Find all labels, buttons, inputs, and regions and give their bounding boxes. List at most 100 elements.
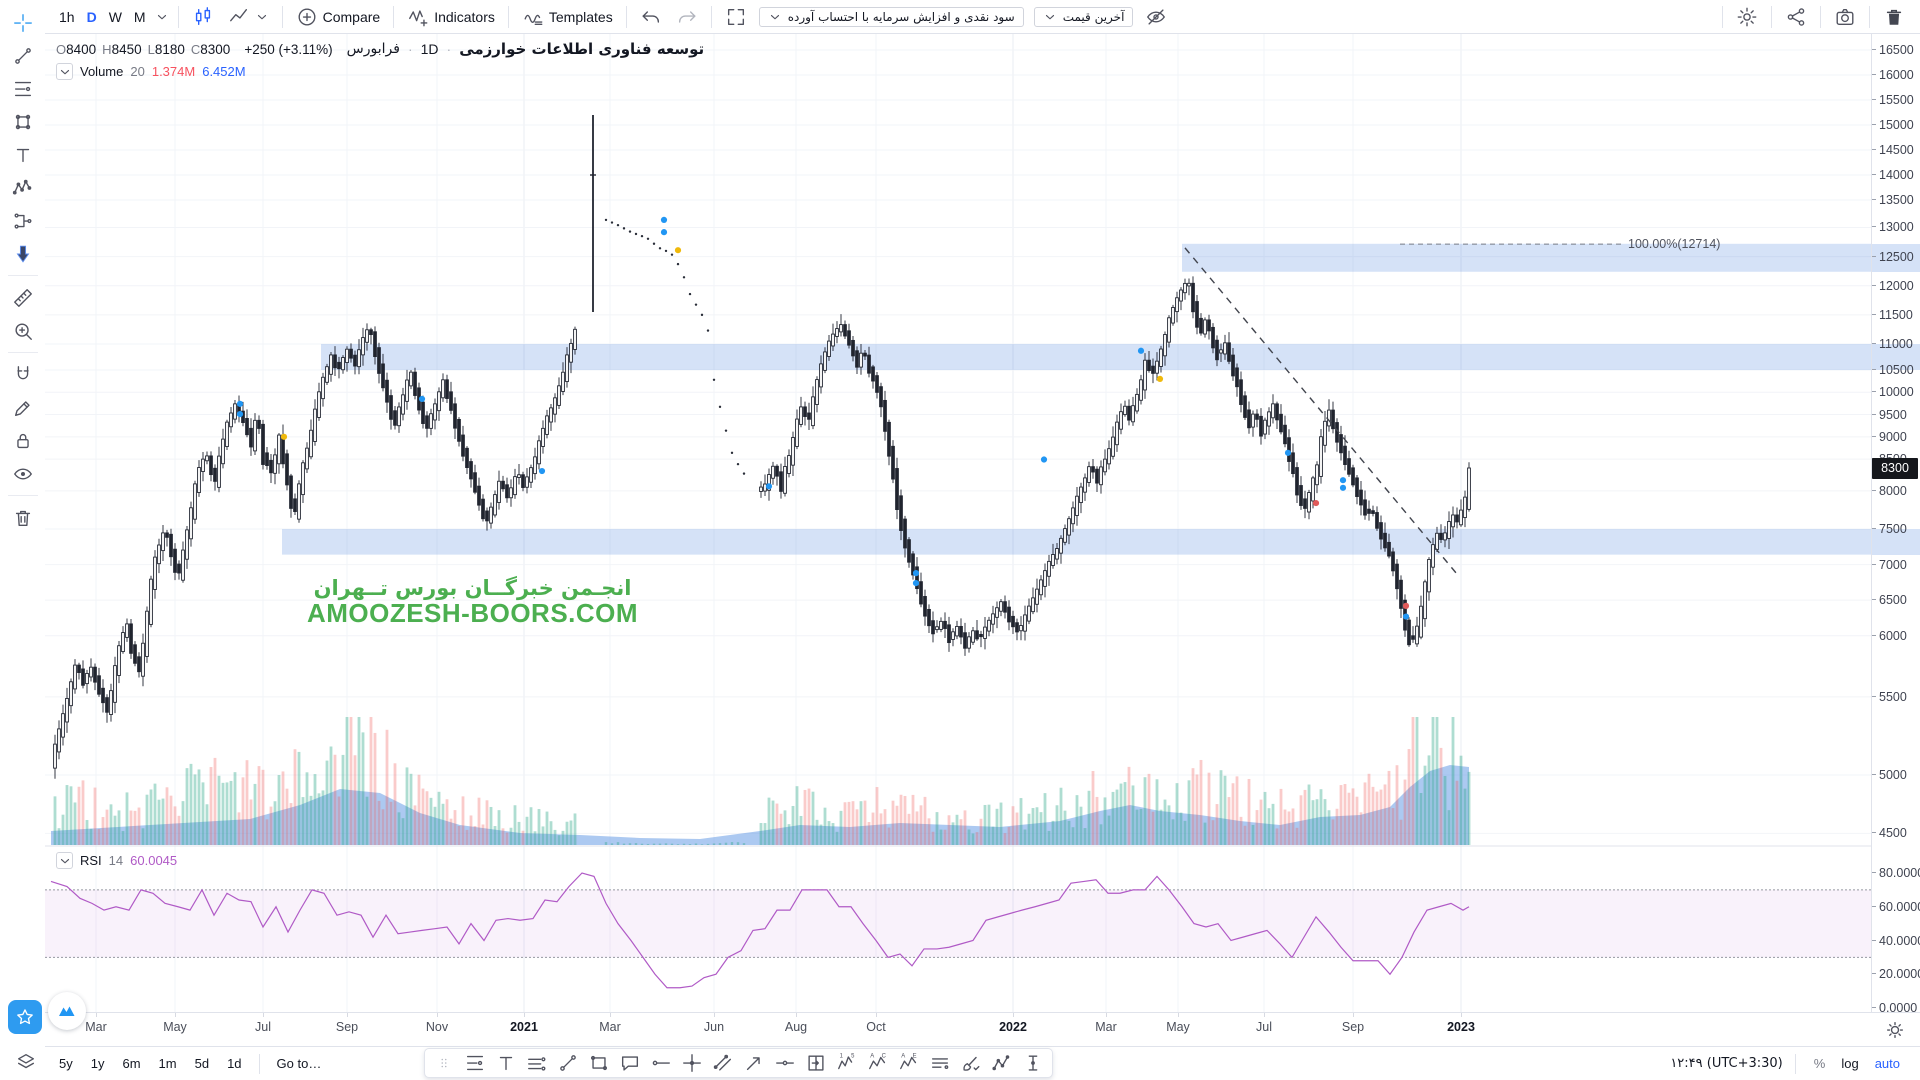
time-tick-label-Sep[interactable]: Sep — [1341, 1020, 1365, 1034]
drawing-tool-brush[interactable] — [956, 1050, 986, 1076]
sidebar-tool-text[interactable] — [5, 138, 41, 171]
volume-collapse-button[interactable] — [56, 63, 73, 80]
drawing-tool-text[interactable] — [491, 1050, 521, 1076]
time-tick-label-2022[interactable]: 2022 — [999, 1020, 1027, 1034]
volume-bar — [249, 799, 253, 845]
time-tick-label-May[interactable]: May — [1166, 1020, 1190, 1034]
chart-style-candles-button[interactable] — [185, 3, 221, 31]
time-tick-label-Sep[interactable]: Sep — [335, 1020, 359, 1034]
drawing-tool-rectangle[interactable] — [584, 1050, 614, 1076]
sidebar-tool-ruler[interactable] — [5, 281, 41, 314]
range-button-5y[interactable]: 5y — [59, 1056, 73, 1071]
rsi-legend[interactable]: RSI 14 60.0045 — [56, 852, 177, 869]
timeframe-button-W[interactable]: W — [108, 8, 122, 25]
time-tick-label-Nov[interactable]: Nov — [425, 1020, 449, 1034]
drawing-tool-fib-retracement[interactable] — [460, 1050, 490, 1076]
sidebar-tool-shapes[interactable] — [5, 105, 41, 138]
price-chart-canvas[interactable]: 100.00%(12714) — [45, 34, 1871, 1012]
time-tick-label-Jun[interactable]: Jun — [703, 1020, 725, 1034]
time-tick-label-2021[interactable]: 2021 — [510, 1020, 538, 1034]
chart-style-line-button[interactable] — [221, 3, 276, 31]
sidebar-tool-fib-retracement[interactable] — [5, 72, 41, 105]
templates-button[interactable]: Templates — [515, 3, 620, 31]
auto-scale-button[interactable]: auto — [1874, 1056, 1900, 1071]
undo-button[interactable] — [633, 3, 669, 31]
sidebar-tool-remove-all[interactable] — [5, 501, 41, 534]
rsi-collapse-button[interactable] — [56, 852, 73, 869]
drawing-tool-horizontal-line[interactable] — [770, 1050, 800, 1076]
time-tick-label-Jul[interactable]: Jul — [1256, 1020, 1272, 1034]
drawing-tool-arrow[interactable] — [739, 1050, 769, 1076]
time-tick-label-Jul[interactable]: Jul — [255, 1020, 271, 1034]
compare-button[interactable]: Compare — [289, 3, 388, 31]
time-tick-label-May[interactable]: May — [163, 1020, 187, 1034]
drawing-tool-long-position[interactable] — [925, 1050, 955, 1076]
clock-utc-label[interactable]: ۱۲:۴۹ (UTC+3:30) — [1670, 1056, 1783, 1071]
trash-button[interactable] — [1876, 3, 1912, 31]
candle-body — [169, 533, 173, 558]
drawing-tool-fib-channel[interactable] — [522, 1050, 552, 1076]
sidebar-tool-trend-line[interactable] — [5, 39, 41, 72]
drawing-tool-drag-handle[interactable] — [429, 1050, 459, 1076]
timeframe-menu-button[interactable] — [152, 7, 172, 27]
timeframe-button-D[interactable]: D — [86, 8, 97, 25]
symbol-legend[interactable]: O8400 H8450 L8180 C8300 +250 (+3.11%) فرابو… — [56, 40, 704, 58]
camera-button[interactable] — [1827, 3, 1863, 31]
hide-all-icon — [12, 463, 34, 485]
indicators-button[interactable]: Indicators — [400, 3, 502, 31]
range-button-5d[interactable]: 5d — [194, 1056, 210, 1071]
share-button[interactable] — [1778, 3, 1814, 31]
volume-legend[interactable]: Volume 20 1.374M 6.452M — [56, 63, 246, 80]
time-tick-label-Aug[interactable]: Aug — [784, 1020, 808, 1034]
drawing-tool-price-range[interactable] — [1018, 1050, 1048, 1076]
time-tick-label-Oct[interactable]: Oct — [866, 1020, 886, 1034]
object-tree-button[interactable] — [12, 1048, 40, 1076]
time-tick-label-2023[interactable]: 2023 — [1447, 1020, 1475, 1034]
time-tick-label-Mar[interactable]: Mar — [599, 1020, 621, 1034]
sidebar-tool-drawing-mode[interactable] — [5, 391, 41, 424]
drawing-tool-date-price-range[interactable] — [801, 1050, 831, 1076]
goto-button[interactable]: Go to… — [276, 1056, 322, 1071]
drawing-tool-trend-line[interactable] — [553, 1050, 583, 1076]
timeframe-button-1h[interactable]: 1h — [59, 8, 75, 25]
candle-body — [1319, 436, 1323, 477]
range-button-1m[interactable]: 1m — [158, 1056, 177, 1071]
time-tick-label-Mar[interactable]: Mar — [1095, 1020, 1117, 1034]
volume-bar — [763, 823, 767, 845]
theme-sun-icon[interactable] — [1884, 1019, 1906, 1046]
range-button-1d[interactable]: 1d — [227, 1056, 242, 1071]
volume-bar — [694, 843, 698, 845]
time-axis[interactable]: Mar May Jul Sep Nov 2021 Mar Jun Aug Oct 2022 Mar Ma… — [0, 1012, 1920, 1046]
hide-marks-button[interactable] — [1138, 3, 1174, 31]
sidebar-tool-crosshair[interactable] — [5, 6, 41, 39]
sidebar-tool-magnet[interactable] — [5, 358, 41, 391]
sidebar-tool-lock-all[interactable] — [5, 424, 41, 457]
sidebar-tool-prediction[interactable] — [5, 204, 41, 237]
candle-body — [1399, 579, 1403, 609]
log-scale-button[interactable]: log — [1841, 1056, 1859, 1071]
gear-button[interactable] — [1729, 3, 1765, 31]
drawing-tool-horizontal-ray[interactable] — [646, 1050, 676, 1076]
timeframe-button-M[interactable]: M — [133, 8, 146, 25]
adjustment-dropdown[interactable]: سود نقدی و افزایش سرمایه با احتساب آورده — [758, 6, 1024, 27]
price-mode-dropdown[interactable]: آخرین قیمت — [1033, 6, 1134, 27]
drawing-tool-polyline[interactable] — [987, 1050, 1017, 1076]
favorites-star-button[interactable] — [8, 1000, 42, 1034]
percent-scale-button[interactable]: % — [1813, 1056, 1826, 1071]
redo-button[interactable] — [669, 3, 705, 31]
time-tick-label-Mar[interactable]: Mar — [85, 1020, 107, 1034]
fullscreen-button[interactable] — [718, 3, 754, 31]
sidebar-tool-xabcd-pattern[interactable] — [5, 171, 41, 204]
sidebar-tool-hide-all[interactable] — [5, 457, 41, 490]
range-button-6m[interactable]: 6m — [122, 1056, 141, 1071]
range-button-1y[interactable]: 1y — [90, 1056, 105, 1071]
drawing-tool-callout[interactable] — [615, 1050, 645, 1076]
sidebar-tool-zoom-in[interactable] — [5, 314, 41, 347]
platform-logo[interactable] — [48, 992, 86, 1030]
sidebar-tool-arrow-sticker[interactable] — [5, 237, 41, 270]
drawing-tool-cross-line[interactable] — [677, 1050, 707, 1076]
drawing-tool-parallel-channel[interactable] — [708, 1050, 738, 1076]
